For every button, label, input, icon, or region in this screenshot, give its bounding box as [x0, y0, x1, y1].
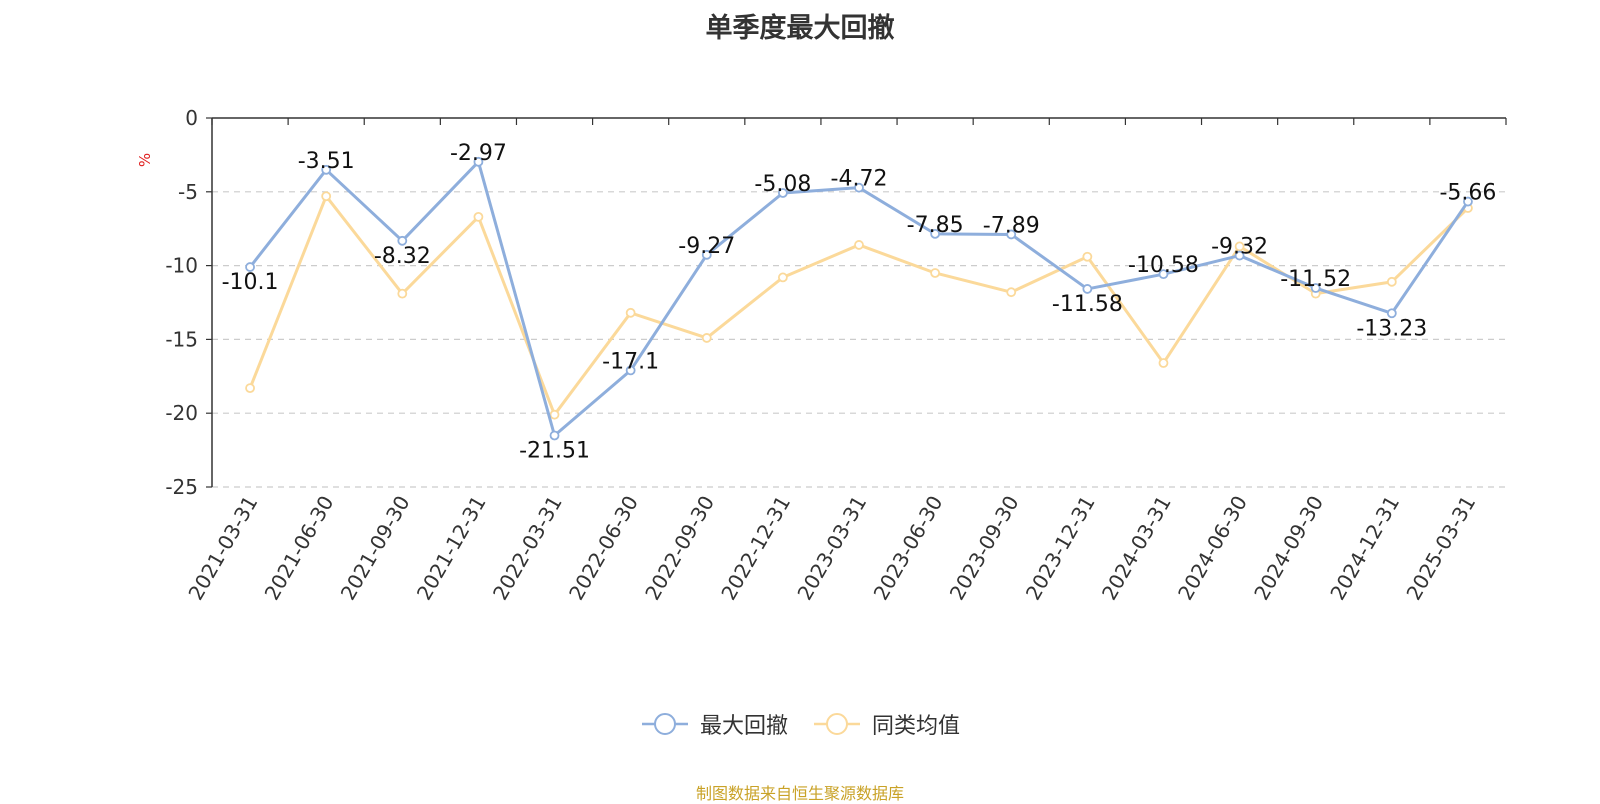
- data-point-1: [701, 333, 712, 343]
- y-axis-label: %: [136, 153, 154, 167]
- x-tick-label: 2022-03-31: [488, 492, 567, 605]
- data-label: -9.32: [1211, 235, 1268, 260]
- data-point-0: [1006, 229, 1017, 240]
- data-point-0: [245, 262, 255, 272]
- data-point-0: [625, 365, 636, 376]
- y-tick-label: 0: [185, 106, 198, 130]
- data-point-0: [1234, 250, 1245, 261]
- data-point-0: [473, 156, 484, 167]
- legend-label: 最大回撤: [699, 714, 788, 739]
- x-tick-label: 2025-03-31: [1401, 492, 1480, 605]
- data-point-0: [549, 430, 560, 441]
- y-tick-label: -20: [165, 401, 198, 425]
- data-label: -10.58: [1128, 253, 1199, 278]
- axis-layer: 0-5-10-15-20-25%2021-03-312021-06-302021…: [136, 106, 1507, 605]
- data-label: -10.1: [222, 270, 279, 295]
- data-point-1: [397, 288, 408, 299]
- data-point-1: [854, 240, 864, 250]
- data-label: -7.85: [907, 213, 964, 238]
- legend-line-circle-icon: [641, 713, 688, 735]
- data-point-1: [1158, 358, 1169, 368]
- data-label: -5.08: [754, 172, 811, 197]
- data-point-0: [777, 188, 788, 198]
- y-tick-label: -25: [165, 475, 198, 499]
- data-point-0: [701, 249, 712, 260]
- data-point-1: [321, 191, 332, 202]
- series-layer: [245, 156, 1473, 441]
- legend-label: 同类均值: [872, 714, 961, 739]
- data-point-0: [930, 228, 941, 239]
- data-label: -2.97: [450, 141, 507, 166]
- data-label: -3.51: [298, 149, 355, 174]
- x-tick-label: 2021-03-31: [183, 492, 262, 605]
- data-point-0: [1386, 308, 1397, 319]
- x-tick-label: 2022-12-31: [716, 492, 795, 605]
- legend-item-1[interactable]: 同类均值: [812, 708, 960, 740]
- legend-item-0[interactable]: 最大回撤: [640, 708, 788, 740]
- x-tick-label: 2023-06-30: [869, 492, 948, 605]
- x-tick-label: 2024-12-31: [1325, 492, 1404, 605]
- chart-title: 单季度最大回撤: [705, 13, 895, 44]
- x-tick-label: 2021-09-30: [336, 492, 415, 605]
- legend-line-circle-icon: [814, 713, 860, 735]
- data-label: -4.72: [831, 167, 888, 192]
- x-tick-label: 2024-06-30: [1173, 492, 1252, 605]
- data-label: -5.66: [1439, 181, 1496, 206]
- series-line-0: [248, 160, 1470, 437]
- y-tick-label: -5: [178, 180, 198, 204]
- x-tick-label: 2023-09-30: [945, 492, 1024, 605]
- data-label: -11.52: [1280, 267, 1351, 292]
- data-label: -13.23: [1356, 316, 1427, 341]
- data-point-0: [1158, 269, 1169, 280]
- grid-layer: [212, 191, 1506, 488]
- data-label: -8.32: [374, 244, 431, 269]
- x-tick-label: 2023-03-31: [792, 492, 871, 605]
- data-point-0: [854, 182, 864, 193]
- data-point-0: [1463, 196, 1473, 207]
- x-tick-label: 2022-06-30: [564, 492, 643, 605]
- x-tick-label: 2022-09-30: [640, 492, 719, 605]
- x-tick-label: 2023-12-31: [1021, 492, 1100, 605]
- data-point-1: [777, 272, 788, 283]
- data-point-1: [1234, 241, 1245, 252]
- series-line-1: [248, 194, 1469, 417]
- x-tick-label: 2024-09-30: [1249, 492, 1328, 605]
- data-label: -11.58: [1052, 292, 1123, 317]
- data-point-0: [1082, 284, 1093, 294]
- data-point-1: [1386, 276, 1397, 287]
- data-point-1: [245, 383, 255, 394]
- source-note: 制图数据来自恒生聚源数据库: [695, 784, 904, 803]
- data-point-1: [473, 211, 484, 222]
- data-label: -9.27: [678, 234, 735, 259]
- data-point-1: [1082, 251, 1093, 262]
- data-label: -17.1: [602, 349, 659, 374]
- y-tick-label: -15: [165, 327, 198, 351]
- x-tick-label: 2021-06-30: [260, 492, 339, 605]
- data-label: -7.89: [983, 213, 1040, 238]
- data-point-0: [1310, 283, 1321, 293]
- x-tick-label: 2024-03-31: [1097, 492, 1176, 605]
- data-point-1: [1006, 287, 1017, 298]
- legend: 最大回撤 同类均值: [0, 708, 1600, 740]
- data-point-1: [549, 409, 560, 420]
- label-layer: -10.1 -3.51 -8.32 -2.97 -21.51 -17.1 -9.27 -5.0…: [222, 141, 1497, 464]
- data-label: -21.51: [519, 438, 590, 463]
- data-point-1: [625, 307, 636, 318]
- data-point-1: [930, 268, 941, 278]
- data-point-0: [397, 235, 408, 246]
- data-point-0: [321, 164, 332, 175]
- x-tick-label: 2021-12-31: [412, 491, 491, 604]
- y-tick-label: -10: [165, 254, 198, 278]
